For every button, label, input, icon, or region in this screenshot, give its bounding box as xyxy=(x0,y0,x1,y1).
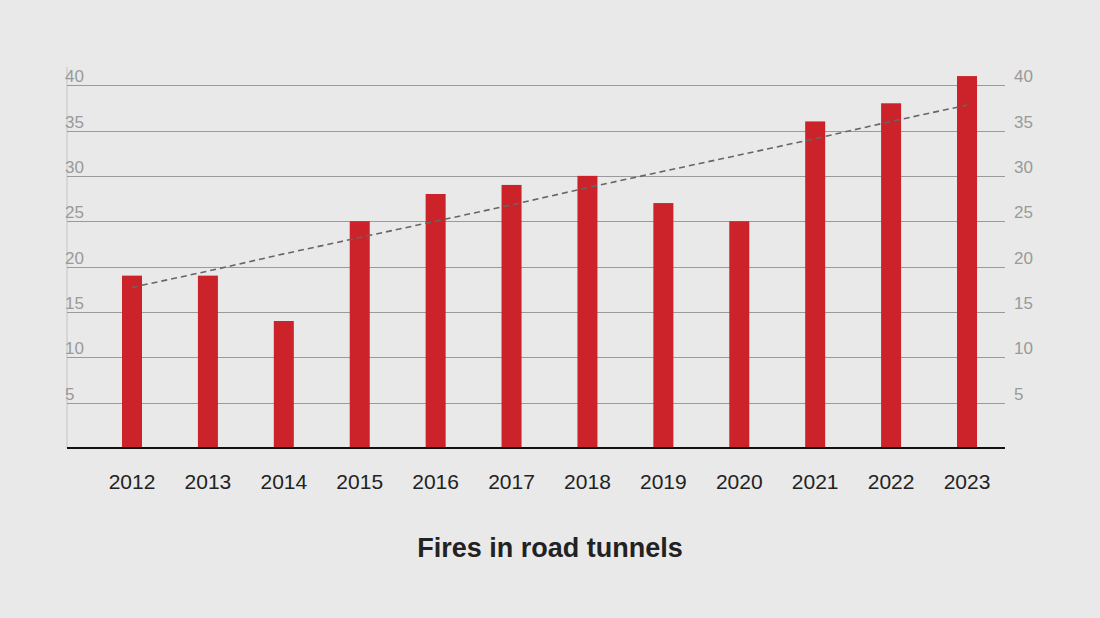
grid-line xyxy=(67,176,1005,177)
x-tick-label: 2012 xyxy=(109,470,156,493)
x-tick-label: 2020 xyxy=(716,470,763,493)
y-tick-label: 40 xyxy=(1014,67,1033,86)
y-tick-label: 15 xyxy=(65,294,84,313)
x-tick-label: 2021 xyxy=(792,470,839,493)
bar xyxy=(881,103,901,448)
bar xyxy=(426,194,446,448)
bar xyxy=(957,76,977,448)
y-tick-label: 20 xyxy=(1014,249,1033,268)
bar xyxy=(198,276,218,448)
background xyxy=(0,0,1100,618)
x-tick-label: 2016 xyxy=(412,470,459,493)
bar xyxy=(122,276,142,448)
trend-line xyxy=(132,105,967,287)
grid-line xyxy=(67,267,1005,268)
y-tick-label: 30 xyxy=(65,158,84,177)
y-tick-label: 25 xyxy=(65,203,84,222)
grid-line xyxy=(67,131,1005,132)
grid-line xyxy=(67,221,1005,222)
x-tick-label: 2022 xyxy=(868,470,915,493)
x-axis-line xyxy=(67,447,1005,449)
chart: 5510101515202025253030353540402012201320… xyxy=(0,0,1100,618)
bar xyxy=(805,121,825,448)
y-tick-label: 40 xyxy=(65,67,84,86)
bar xyxy=(577,176,597,448)
bar xyxy=(502,185,522,448)
bar xyxy=(274,321,294,448)
x-tick-label: 2014 xyxy=(260,470,307,493)
y-tick-label: 10 xyxy=(1014,339,1033,358)
y-tick-label: 25 xyxy=(1014,203,1033,222)
x-tick-label: 2018 xyxy=(564,470,611,493)
x-tick-label: 2015 xyxy=(336,470,383,493)
bar xyxy=(653,203,673,448)
bar xyxy=(729,221,749,448)
x-tick-label: 2013 xyxy=(185,470,232,493)
x-tick-label: 2023 xyxy=(944,470,991,493)
y-tick-label: 15 xyxy=(1014,294,1033,313)
plot-area xyxy=(122,76,977,448)
y-tick-label: 5 xyxy=(65,385,74,404)
y-tick-label: 30 xyxy=(1014,158,1033,177)
y-tick-label: 5 xyxy=(1014,385,1023,404)
x-tick-label: 2019 xyxy=(640,470,687,493)
y-tick-label: 35 xyxy=(65,113,84,132)
y-tick-label: 10 xyxy=(65,339,84,358)
y-tick-label: 35 xyxy=(1014,113,1033,132)
grid-line xyxy=(67,85,1005,86)
title: Fires in road tunnels xyxy=(417,533,683,563)
bar xyxy=(350,221,370,448)
x-tick-label: 2017 xyxy=(488,470,535,493)
y-tick-label: 20 xyxy=(65,249,84,268)
